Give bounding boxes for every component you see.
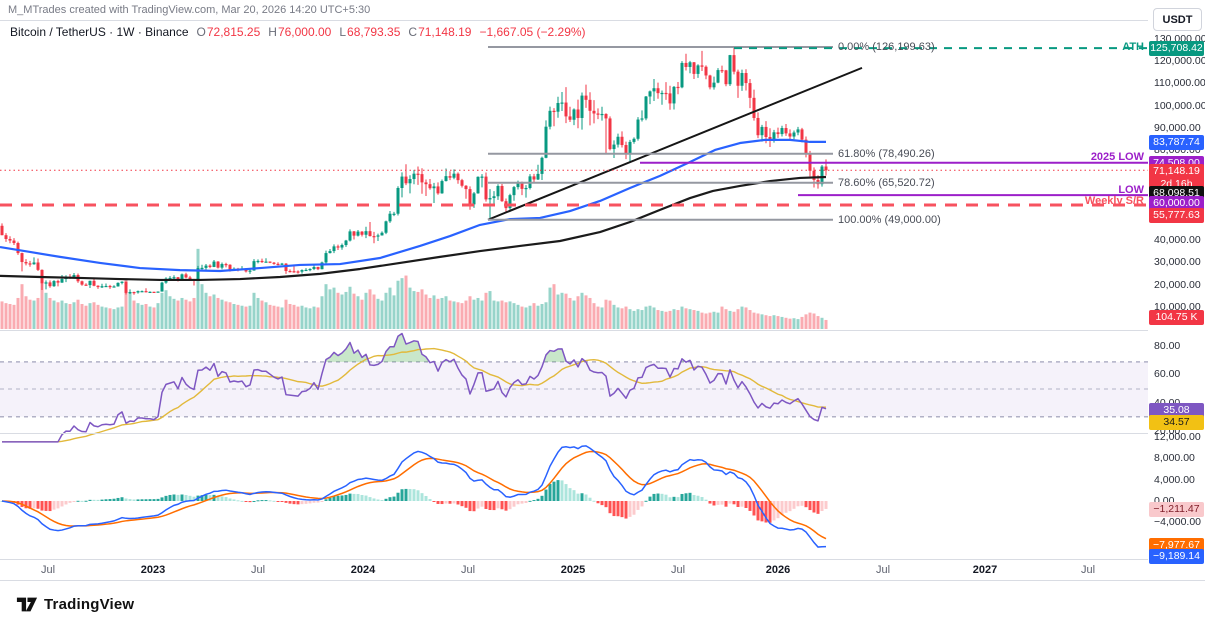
time-label: 2023 (140, 564, 166, 576)
line-label: ATH (1122, 41, 1144, 53)
rsi-macd-separator[interactable] (0, 433, 1205, 434)
close-value: 71,148.19 (418, 25, 472, 39)
tradingview-logo-text: TradingView (44, 596, 135, 613)
axis-bottom-separator (0, 580, 1205, 581)
scale-tick: 30,000.00 (1154, 256, 1201, 269)
fib-level-label: 100.00% (49,000.00) (838, 213, 941, 226)
scale-tick: 20,000.00 (1154, 278, 1201, 291)
scale-tick: 4,000.00 (1154, 473, 1195, 486)
fib-level-label: 61.80% (78,490.26) (838, 147, 935, 160)
time-label: 2027 (972, 564, 998, 576)
scale-tick: 90,000.00 (1154, 122, 1201, 134)
line-label: 2025 LOW (1090, 151, 1144, 163)
price-badge: 83,787.74 (1149, 134, 1204, 150)
rsi-band (0, 361, 1148, 418)
price-rsi-separator[interactable] (0, 330, 1205, 331)
price-badge: 34.57 (1149, 414, 1204, 430)
fib-level-label: 0.00% (126,199.63) (838, 41, 935, 54)
change-value: −1,667.05 (−2.29%) (479, 25, 586, 39)
fib-retracement (488, 46, 833, 221)
high-value: 76,000.00 (277, 25, 332, 39)
top-separator (0, 20, 1205, 21)
scale-tick: 80.00 (1154, 339, 1181, 352)
macd-histogram (0, 480, 828, 523)
scale-tick: 100,000.00 (1154, 99, 1205, 112)
time-label: Jul (460, 564, 476, 576)
low-label: L (339, 25, 347, 39)
scale-tick: 8,000.00 (1154, 452, 1195, 465)
price-badge: −1,211.47 (1149, 501, 1204, 517)
close-label: C (408, 25, 418, 39)
scale-tick: 12,000.00 (1154, 431, 1201, 444)
symbol-title[interactable]: Bitcoin / TetherUS · 1W · Binance (10, 25, 189, 39)
macd-axis-separator (0, 559, 1205, 560)
trendline[interactable] (487, 66, 863, 221)
tradingview-logo-icon (16, 597, 38, 612)
time-label: Jul (875, 564, 891, 576)
time-label: 2025 (560, 564, 586, 576)
time-label: Jul (670, 564, 686, 576)
open-value: 72,815.25 (206, 25, 261, 39)
rsi-overbought-fill (325, 333, 691, 362)
macd-signal-line (1, 450, 827, 540)
time-label: 2026 (765, 564, 791, 576)
time-axis[interactable]: Jul 2023 Jul 2024 Jul 2025 Jul 2026 Jul 2027 Jul (0, 560, 1148, 580)
rsi-ma-line (2, 347, 827, 443)
chart-canvas[interactable] (0, 0, 1148, 580)
time-label: Jul (40, 564, 56, 576)
low-value: 68,793.35 (347, 25, 401, 39)
symbol-legend: Bitcoin / TetherUS · 1W · Binance O72,815… (10, 25, 586, 39)
time-label: Jul (250, 564, 266, 576)
time-label: 2024 (350, 564, 376, 576)
volume-histogram (0, 248, 828, 329)
price-scale[interactable]: 130,000.00 120,000.00 110,000.00 100,000.00… (1148, 20, 1205, 580)
scale-tick: −4,000.00 (1154, 516, 1202, 529)
attribution-text: M_MTrades created with TradingView.com, … (8, 4, 371, 16)
scale-tick: 110,000.00 (1154, 77, 1205, 90)
price-badge: 125,708.42 (1149, 40, 1204, 56)
price-badge: 55,777.63 (1149, 207, 1204, 223)
scale-tick: 40,000.00 (1154, 233, 1201, 246)
line-label: Weekly S/R (1084, 195, 1144, 207)
tradingview-logo[interactable]: TradingView (16, 596, 134, 613)
price-badge: 104.75 K (1149, 309, 1204, 325)
black-ma-line (0, 175, 827, 282)
price-badge: −9,189.14 (1149, 548, 1204, 564)
high-label: H (268, 25, 277, 39)
scale-tick: 60.00 (1154, 368, 1181, 380)
open-label: O (196, 25, 206, 39)
scale-tick: 120,000.00 (1154, 54, 1205, 67)
rsi-line (2, 332, 827, 443)
price-badge: 35.08 (1149, 402, 1204, 418)
line-label: LOW (1118, 184, 1144, 196)
candlesticks (0, 47, 828, 295)
currency-toggle-button[interactable]: USDT (1153, 8, 1202, 31)
macd-line (1, 445, 827, 548)
fib-level-label: 78.60% (65,520.72) (838, 176, 935, 189)
price-badge: 60,000.00 (1149, 195, 1204, 211)
time-label: Jul (1080, 564, 1096, 576)
blue-ma-line (0, 138, 826, 273)
